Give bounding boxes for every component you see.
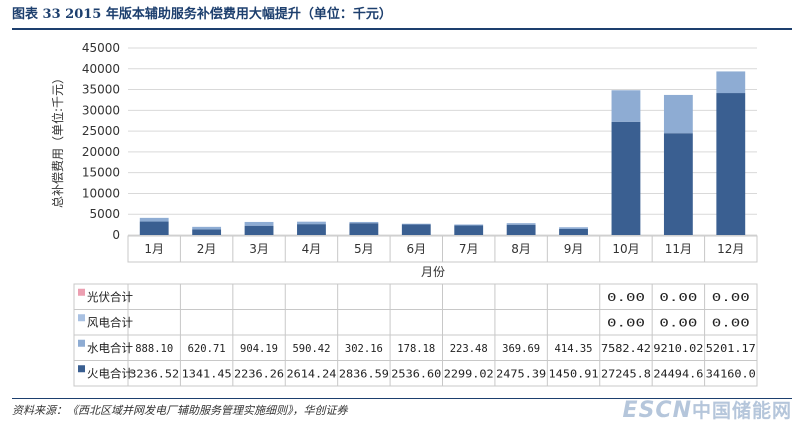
x-axis-label: 月份 (421, 265, 445, 279)
y-tick-label: 10000 (82, 186, 120, 200)
bar-thermal (716, 93, 746, 235)
title-divider (12, 28, 792, 30)
data-label: 34160.0 (706, 367, 756, 380)
x-tick-label: 11月 (665, 242, 692, 256)
bar-hydro (401, 223, 431, 225)
x-tick-label: 2月 (197, 242, 217, 256)
footer-divider (12, 398, 792, 399)
x-tick-label: 10月 (612, 242, 639, 256)
stacked-bar-chart: 45000 40000 35000 30000 25000 20000 15000 10000… (50, 41, 758, 387)
y-axis-label: 总补偿费用（单位:千元） (50, 72, 65, 208)
gridlines (128, 47, 757, 236)
y-tick-label: 40000 (82, 62, 120, 76)
bar-thermal (506, 224, 536, 235)
data-label: 0.00 (712, 291, 750, 304)
bar-hydro (139, 217, 169, 222)
chart-title: 图表 33 2015 年版本辅助服务补偿费用大幅提升（单位：千元） (12, 7, 392, 22)
data-label: 7582.42 (601, 342, 651, 355)
bar-hydro (297, 221, 326, 225)
x-tick-label: 6月 (406, 242, 426, 256)
legend-label: 光伏合计 (87, 290, 133, 304)
y-tick-label: 5000 (89, 207, 120, 221)
data-label: 178.18 (397, 342, 435, 355)
bar-thermal (559, 228, 588, 235)
data-label: 2836.59 (339, 367, 389, 380)
bar-thermal (244, 225, 274, 235)
data-label: 0.00 (712, 316, 750, 329)
bar-hydro (244, 221, 274, 226)
legend-swatch (78, 314, 85, 322)
x-tick-label: 9月 (564, 242, 584, 256)
bar-thermal (297, 224, 326, 235)
bar-thermal (611, 121, 641, 235)
data-label: 0.00 (659, 291, 697, 304)
data-label: 0.00 (607, 316, 645, 329)
legend-swatch (78, 365, 85, 373)
watermark-logo: ESCN中国储能网 (623, 396, 792, 423)
bars (139, 71, 746, 235)
data-label: 1450.91 (549, 367, 599, 380)
y-tick-label: 45000 (82, 41, 120, 55)
y-tick-label: 25000 (82, 124, 120, 138)
bar-thermal (663, 133, 693, 235)
data-label: 0.00 (607, 291, 645, 304)
x-tick-label: 8月 (511, 242, 531, 256)
watermark-latin: ESCN (622, 398, 692, 423)
data-label: 2299.02 (444, 367, 494, 380)
y-tick-label: 15000 (82, 166, 120, 180)
x-tick-label: 5月 (354, 242, 374, 256)
bar-thermal (192, 229, 222, 235)
data-label: 9210.02 (653, 342, 703, 355)
data-label: 369.69 (502, 342, 540, 355)
bar-hydro (192, 226, 222, 230)
data-label: 2614.24 (286, 367, 336, 380)
bar-hydro (506, 223, 536, 225)
x-tick-label: 1月 (144, 242, 164, 256)
data-label: 3236.52 (129, 367, 179, 380)
data-label: 0.00 (659, 316, 697, 329)
bar-thermal (401, 224, 431, 235)
y-tick-label: 20000 (82, 145, 120, 159)
data-label: 904.19 (240, 342, 278, 355)
y-tick-label: 0 (112, 228, 120, 242)
data-label: 5201.17 (706, 342, 756, 355)
bar-thermal (139, 221, 169, 235)
data-label: 1341.45 (182, 367, 232, 380)
bar-hydro (559, 227, 588, 229)
data-label: 888.10 (135, 342, 173, 355)
data-label: 223.48 (450, 342, 488, 355)
watermark-cjk: 中国储能网 (691, 400, 792, 422)
x-tick-label: 12月 (717, 242, 744, 256)
bar-thermal (349, 223, 379, 235)
legend-label: 风电合计 (87, 315, 133, 329)
data-label: 302.16 (345, 342, 383, 355)
data-label: 2475.39 (496, 367, 546, 380)
x-tick-label: 4月 (302, 242, 322, 256)
y-tick-label: 30000 (82, 103, 120, 117)
source-note: 资料来源：《西北区域并网发电厂辅助服务管理实施细则》，华创证券 (12, 404, 348, 417)
y-tick-label: 35000 (82, 83, 120, 97)
bar-hydro (716, 71, 746, 94)
bar-hydro (349, 221, 379, 224)
bar-hydro (611, 90, 641, 122)
legend-swatch (78, 339, 85, 347)
data-label: 620.71 (188, 342, 226, 355)
data-label: 590.42 (292, 342, 330, 355)
x-tick-label: 7月 (459, 242, 479, 256)
data-label: 2536.60 (391, 367, 441, 380)
legend-swatch (78, 288, 85, 296)
data-label: 2236.26 (234, 367, 284, 380)
legend-label: 火电合计 (87, 366, 133, 380)
bar-hydro (663, 94, 693, 134)
bar-hydro (454, 224, 484, 226)
legend-label: 水电合计 (87, 341, 133, 355)
data-label: 414.35 (555, 342, 593, 355)
data-label: 24494.6 (653, 367, 703, 380)
y-tick-labels: 45000 40000 35000 30000 25000 20000 15000 10000… (82, 41, 120, 242)
bar-thermal (454, 225, 484, 235)
data-label: 27245.8 (601, 367, 651, 380)
x-tick-label: 3月 (249, 242, 269, 256)
